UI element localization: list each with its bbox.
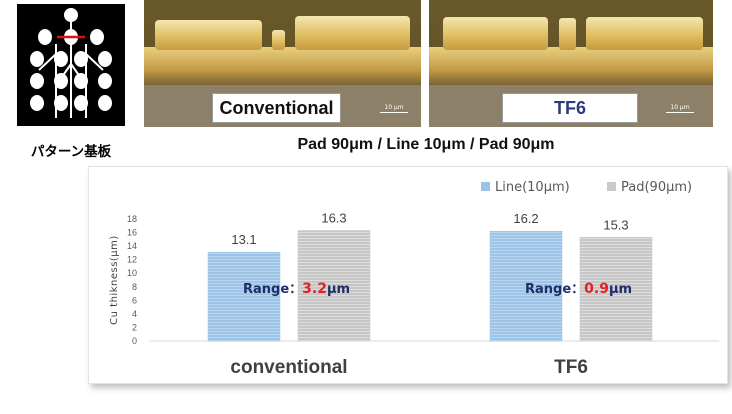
y-axis-title: Cu thikness(μm) xyxy=(109,235,120,325)
micrograph-tf6: TF6 10 μm xyxy=(429,0,713,127)
scale-bar: 10 μm xyxy=(666,104,694,113)
figure-subtitle: Pad 90μm / Line 10μm / Pad 90μm xyxy=(297,136,555,153)
bar-chart: 0 2 4 6 8 10 12 14 16 18 Cu thikness(μm) convention… xyxy=(109,180,719,378)
pattern-board-image xyxy=(17,4,125,126)
bar-tf6-pad xyxy=(579,237,653,342)
legend-label: Line(10μm) xyxy=(495,180,570,195)
y-tick-label: 8 xyxy=(132,282,137,292)
scale-bar-text: 10 μm xyxy=(670,104,690,111)
bar-data-label: 13.1 xyxy=(231,232,256,247)
y-tick-label: 16 xyxy=(127,228,137,238)
y-tick-label: 6 xyxy=(132,295,137,305)
y-tick-label: 12 xyxy=(127,255,137,265)
range-unit: μm xyxy=(609,282,632,297)
bar-data-label: 15.3 xyxy=(603,217,628,232)
range-value: 3.2 xyxy=(302,281,327,297)
x-category-label: conventional xyxy=(230,357,347,378)
range-value: 0.9 xyxy=(584,281,609,297)
micrograph-conventional: Conventional 10 μm xyxy=(144,0,421,127)
x-category-label: TF6 xyxy=(554,357,588,378)
range-unit: μm xyxy=(327,282,350,297)
bar-conventional-line xyxy=(207,251,281,342)
legend-swatch xyxy=(481,182,490,191)
y-tick-label: 10 xyxy=(127,268,137,278)
range-annotation: Range：3.2μm xyxy=(243,281,350,297)
chart-panel: 0 2 4 6 8 10 12 14 16 18 Cu thikness(μm) convention… xyxy=(88,166,728,384)
legend-label: Pad(90μm) xyxy=(621,180,692,195)
y-tick-label: 4 xyxy=(132,309,137,319)
pattern-board-caption: パターン基板 xyxy=(30,144,112,160)
y-tick-label: 14 xyxy=(127,241,137,251)
pattern-board-drawing xyxy=(30,8,112,118)
micrograph-label: Conventional xyxy=(212,93,341,123)
y-tick-label: 0 xyxy=(132,336,137,346)
range-annotation: Range：0.9μm xyxy=(525,281,632,297)
bar-data-label: 16.2 xyxy=(513,211,538,226)
bar-tf6-line xyxy=(489,230,563,342)
bar-conventional-pad xyxy=(297,230,371,342)
y-tick-label: 18 xyxy=(127,214,137,224)
scale-bar: 10 μm xyxy=(380,104,408,113)
bar-data-label: 16.3 xyxy=(321,211,346,226)
scale-bar-text: 10 μm xyxy=(384,104,404,111)
legend-swatch xyxy=(607,182,616,191)
y-tick-label: 2 xyxy=(132,322,137,332)
range-prefix: Range： xyxy=(525,282,584,297)
range-prefix: Range： xyxy=(243,282,302,297)
micrograph-label: TF6 xyxy=(502,93,638,123)
